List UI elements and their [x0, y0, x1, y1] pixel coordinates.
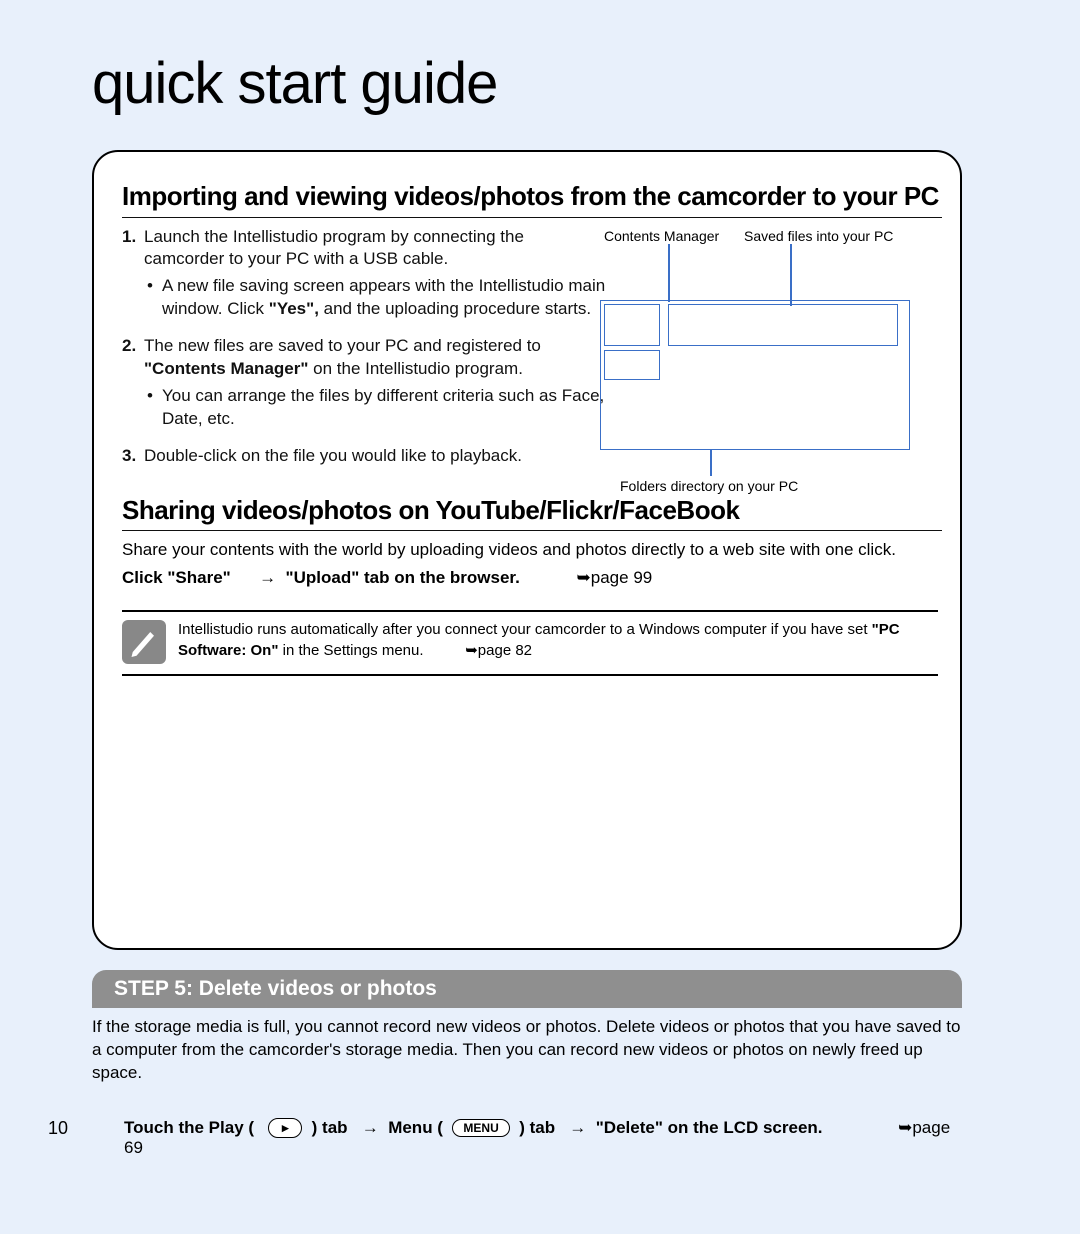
page-reference: ➥page 82	[465, 642, 532, 659]
page-number: 10	[48, 1118, 68, 1139]
step-3-text: Double-click on the file you would like …	[144, 446, 522, 465]
note-text-b: in the Settings menu.	[278, 642, 423, 659]
diagram-label-contents-manager: Contents Manager	[604, 228, 719, 244]
step-2: 2. The new files are saved to your PC an…	[122, 335, 602, 431]
note-icon	[122, 620, 166, 664]
sharing-action-line: Click "Share" → "Upload" tab on the brow…	[122, 568, 942, 588]
arrow-icon: →	[569, 1118, 586, 1137]
share-click: Click "Share"	[122, 568, 231, 587]
diagram-line	[710, 450, 712, 476]
step-2-text-b: on the Intellistudio program.	[308, 359, 523, 378]
contents-manager-diagram: Contents Manager Saved files into your P…	[600, 226, 940, 526]
step-2-text-a: The new files are saved to your PC and r…	[144, 336, 541, 355]
tab-label: ) tab	[312, 1118, 348, 1137]
step-2-bold: "Contents Manager"	[144, 359, 308, 378]
note-block: Intellistudio runs automatically after y…	[122, 610, 938, 676]
step-number: 3.	[122, 445, 136, 468]
step-1: 1. Launch the Intellistudio program by c…	[122, 226, 602, 322]
note-text: Intellistudio runs automatically after y…	[178, 620, 938, 664]
share-upload: "Upload" tab on the browser.	[286, 568, 520, 587]
diagram-line	[790, 244, 792, 306]
play-icon	[268, 1118, 302, 1138]
arrow-icon: →	[259, 568, 276, 587]
diagram-inner-box	[604, 350, 660, 380]
step-1-text: Launch the Intellistudio program by conn…	[144, 227, 524, 269]
note-text-a: Intellistudio runs automatically after y…	[178, 621, 872, 638]
main-content-box: Importing and viewing videos/photos from…	[92, 150, 962, 950]
menu-label: Menu (	[388, 1118, 443, 1137]
diagram-inner-box	[604, 304, 660, 346]
step-2-bullet: You can arrange the files by different c…	[144, 385, 634, 431]
step-number: 1.	[122, 226, 136, 249]
diagram-label-folders: Folders directory on your PC	[620, 478, 798, 494]
delete-label: "Delete" on the LCD screen.	[596, 1118, 823, 1137]
page-reference: ➥page 99	[577, 568, 653, 588]
diagram-line	[668, 244, 670, 302]
step-5-body: If the storage media is full, you cannot…	[92, 1016, 962, 1085]
instructions-list: 1. Launch the Intellistudio program by c…	[122, 226, 602, 468]
touch-play: Touch the Play (	[124, 1118, 254, 1137]
step-number: 2.	[122, 335, 136, 358]
step-5-bar: STEP 5: Delete videos or photos	[92, 970, 962, 1008]
bullet-text-b: and the uploading procedure starts.	[319, 299, 591, 318]
page-title: quick start guide	[92, 50, 497, 117]
diagram-label-saved-files: Saved files into your PC	[744, 228, 893, 244]
menu-icon: MENU	[452, 1119, 509, 1137]
arrow-icon: →	[362, 1118, 379, 1137]
diagram-inner-box	[668, 304, 898, 346]
tab-label: ) tab	[519, 1118, 555, 1137]
section-heading-importing: Importing and viewing videos/photos from…	[122, 180, 942, 218]
instructions-with-diagram: 1. Launch the Intellistudio program by c…	[122, 226, 938, 468]
step-5-action-line: Touch the Play ( ) tab → Menu ( MENU ) t…	[124, 1118, 964, 1158]
step-3: 3. Double-click on the file you would li…	[122, 445, 602, 468]
sharing-text: Share your contents with the world by up…	[122, 539, 942, 562]
bullet-bold: "Yes",	[269, 299, 319, 318]
step-1-bullet: A new file saving screen appears with th…	[144, 275, 634, 321]
